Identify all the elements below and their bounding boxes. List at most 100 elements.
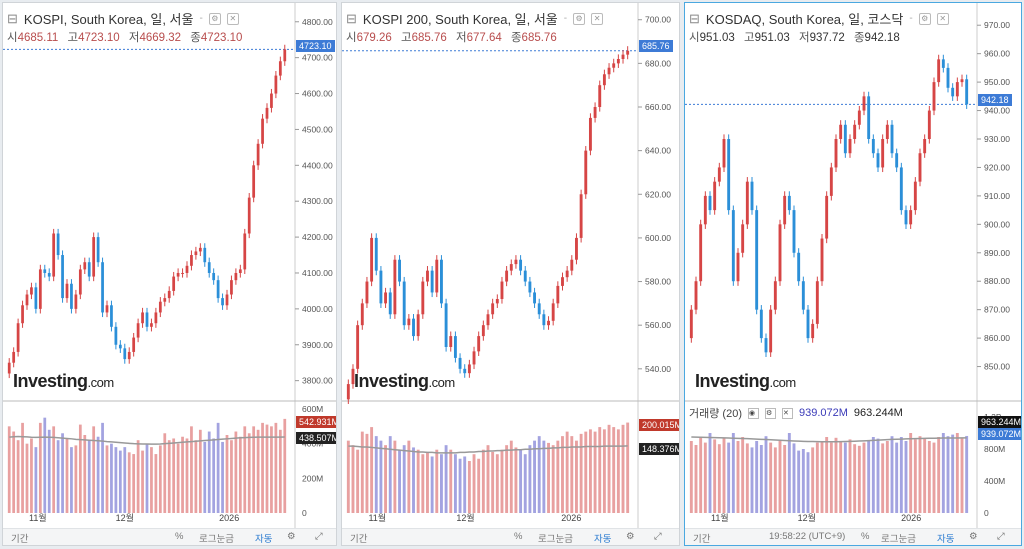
volume-tick-label: 400M xyxy=(984,476,1005,486)
candle-body xyxy=(407,318,411,326)
fullscreen-icon[interactable]: ⤢ xyxy=(997,531,1005,542)
candle-body xyxy=(904,210,908,225)
close-label: 종 xyxy=(190,32,201,44)
volume-tick-label: 0 xyxy=(984,508,989,518)
candle-body xyxy=(741,224,745,253)
chart-panel-kospi[interactable]: 3800.00 3900.00 4000.00 4100.00 4200.00 4300.… xyxy=(2,2,337,546)
high-label: 고 xyxy=(67,32,79,44)
gear-icon[interactable]: ⚙ xyxy=(287,531,296,542)
volume-bar xyxy=(114,447,118,513)
close-icon[interactable]: ✕ xyxy=(781,407,793,419)
volume-bar xyxy=(374,436,378,513)
auto-scale-button[interactable]: 자동 xyxy=(594,534,612,545)
dropdown-icon[interactable]: - xyxy=(563,13,568,24)
volume-bar xyxy=(895,442,899,513)
auto-scale-button[interactable]: 자동 xyxy=(255,534,273,545)
log-scale-button[interactable]: 로그눈금 xyxy=(199,534,234,545)
chart-title: KOSPI 200, South Korea, 일, 서울 xyxy=(362,12,558,27)
candle-body xyxy=(430,270,434,293)
volume-bar xyxy=(528,445,532,513)
y-tick-label: 3900.00 xyxy=(302,340,333,350)
chart-panel-kospi200[interactable]: 540.00 560.00 580.00 600.00 620.00 640.00 660.… xyxy=(341,2,680,546)
y-tick-label: 4200.00 xyxy=(302,232,333,242)
candle-body xyxy=(261,118,264,144)
dropdown-icon[interactable]: - xyxy=(909,13,913,24)
period-button[interactable]: 기간 xyxy=(350,534,368,545)
gear-icon[interactable]: ⚙ xyxy=(626,531,635,542)
volume-bar xyxy=(792,443,796,513)
volume-ma-tag: 148.376M xyxy=(639,443,679,455)
candle-body xyxy=(416,314,420,337)
volume-bar xyxy=(932,442,936,513)
candle-body xyxy=(806,309,810,339)
candle-body xyxy=(127,351,131,360)
y-tick-label: 700.00 xyxy=(645,15,671,25)
close-icon[interactable]: ✕ xyxy=(591,12,604,25)
candle-body xyxy=(185,265,189,273)
volume-bar xyxy=(764,436,768,513)
candle-body xyxy=(118,344,122,349)
y-tick-label: 900.00 xyxy=(984,219,1010,229)
candle-body xyxy=(839,124,843,139)
volume-bar xyxy=(145,443,149,513)
volume-bar xyxy=(612,427,616,513)
candle-body xyxy=(216,280,220,299)
candle-body xyxy=(190,255,193,266)
y-tick-label: 920.00 xyxy=(984,162,1010,172)
candle-body xyxy=(797,252,801,282)
kospi-chart-svg[interactable]: 3800.00 3900.00 4000.00 4100.00 4200.00 4300.… xyxy=(3,3,337,529)
dropdown-icon[interactable]: - xyxy=(199,13,203,24)
period-button[interactable]: 기간 xyxy=(11,534,29,545)
candle-body xyxy=(853,124,857,139)
collapse-icon[interactable]: ⊟ xyxy=(689,10,700,26)
volume-bar xyxy=(923,438,927,513)
percent-button[interactable]: % xyxy=(175,531,184,542)
volume-tag: 963.244M xyxy=(978,416,1021,428)
volume-bar xyxy=(398,449,401,513)
chart-panel-kosdaq[interactable]: 850.00 860.00 870.00 880.00 890.00 900.00 910.… xyxy=(684,2,1022,546)
candle-body xyxy=(927,110,931,139)
candle-body xyxy=(96,237,100,263)
percent-button[interactable]: % xyxy=(861,531,870,542)
log-scale-button[interactable]: 로그눈금 xyxy=(881,534,916,545)
volume-bar xyxy=(78,424,82,513)
close-icon[interactable]: ✕ xyxy=(226,12,239,25)
kospi200-chart-svg[interactable]: 540.00 560.00 580.00 600.00 620.00 640.00 660.… xyxy=(342,3,680,529)
close-icon[interactable]: ✕ xyxy=(936,12,949,25)
candle-body xyxy=(602,74,606,86)
fullscreen-icon[interactable]: ⤢ xyxy=(654,531,662,542)
volume-bar xyxy=(356,449,360,513)
volume-bar xyxy=(514,447,518,513)
auto-scale-button[interactable]: 자동 xyxy=(937,534,955,545)
volume-bar xyxy=(70,447,73,513)
candle-body xyxy=(722,139,726,168)
candle-body xyxy=(885,124,889,139)
fullscreen-icon[interactable]: ⤢ xyxy=(315,531,323,542)
candle-body xyxy=(547,320,550,326)
volume-bar xyxy=(141,450,144,513)
collapse-icon[interactable]: ⊟ xyxy=(7,10,18,26)
volume-bar xyxy=(565,431,569,513)
candle-body xyxy=(388,292,392,315)
candle-body xyxy=(899,167,903,211)
period-button[interactable]: 기간 xyxy=(693,534,711,545)
candle-body xyxy=(402,281,406,326)
ohlc-readout: 시951.03 고951.03 저937.72 종942.18 xyxy=(689,29,906,45)
candle-body xyxy=(467,364,471,374)
candle-body xyxy=(412,318,415,337)
candle-body xyxy=(862,96,866,111)
settings-icon[interactable]: ⚙ xyxy=(918,12,931,25)
log-scale-button[interactable]: 로그눈금 xyxy=(538,534,573,545)
volume-bar xyxy=(598,427,602,513)
candle-body xyxy=(145,312,149,327)
settings-icon[interactable]: ⚙ xyxy=(208,12,221,25)
kosdaq-chart-svg[interactable]: 850.00 860.00 870.00 880.00 890.00 900.00 910.… xyxy=(685,3,1022,529)
percent-button[interactable]: % xyxy=(514,531,523,542)
collapse-icon[interactable]: ⊟ xyxy=(346,10,357,26)
settings-icon[interactable]: ⚙ xyxy=(764,407,776,419)
settings-icon[interactable]: ⚙ xyxy=(573,12,586,25)
eye-icon[interactable]: ◉ xyxy=(747,407,759,419)
gear-icon[interactable]: ⚙ xyxy=(969,531,978,542)
y-tick-label: 4400.00 xyxy=(302,160,333,170)
candle-body xyxy=(750,181,754,211)
